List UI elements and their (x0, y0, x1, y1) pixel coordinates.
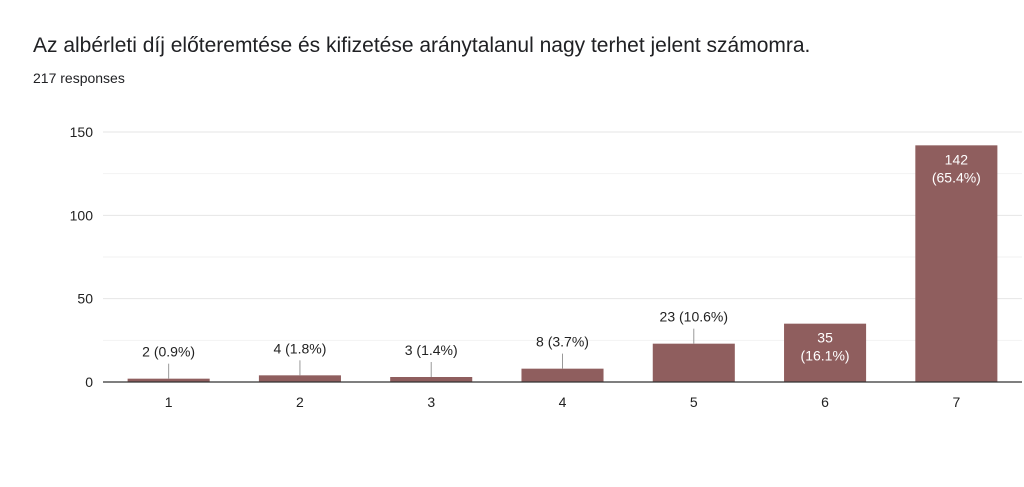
x-tick-label: 6 (821, 394, 829, 410)
y-tick-label: 150 (70, 124, 94, 140)
x-tick-label: 7 (952, 394, 960, 410)
y-tick-label: 0 (85, 374, 93, 390)
chart-title: Az albérleti díj előteremtése és kifizet… (33, 34, 811, 57)
x-tick-label: 4 (559, 394, 567, 410)
data-label: 23 (10.6%) (660, 309, 728, 325)
data-label: 8 (3.7%) (536, 334, 589, 350)
data-label: 3 (1.4%) (405, 342, 458, 358)
data-label: 2 (0.9%) (142, 344, 195, 360)
bar (390, 377, 473, 382)
data-label: 4 (1.8%) (273, 340, 326, 356)
y-tick-label: 100 (70, 207, 94, 223)
x-tick-label: 2 (296, 394, 304, 410)
x-tick-label: 3 (427, 394, 435, 410)
data-label: 142 (65.4%) (932, 151, 981, 185)
data-label: 35 (16.1%) (801, 330, 850, 364)
bar (784, 323, 867, 382)
y-tick-label: 50 (77, 291, 93, 307)
bar (521, 368, 604, 382)
bar (258, 375, 341, 382)
bar (652, 343, 735, 382)
bar (127, 378, 210, 382)
bar (915, 145, 998, 382)
x-tick-label: 1 (165, 394, 173, 410)
response-count: 217 responses (33, 70, 125, 86)
x-tick-label: 5 (690, 394, 698, 410)
